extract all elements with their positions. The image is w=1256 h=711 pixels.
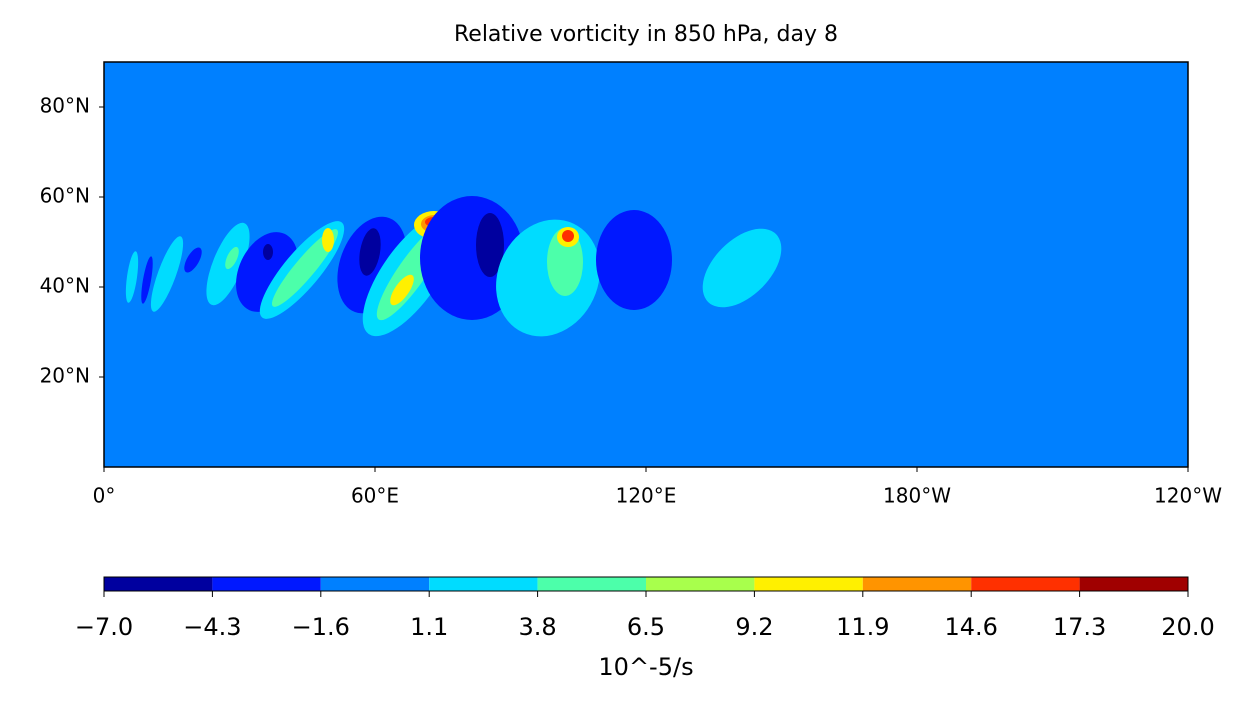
contour-region: [271, 229, 339, 307]
contour-region: [150, 236, 184, 312]
colorbar-frame: [103, 576, 1189, 592]
y-tick-label: 80°N: [40, 94, 90, 118]
colorbar-segment: [1079, 577, 1188, 591]
colorbar-segment: [754, 577, 863, 591]
colorbar-segment: [104, 577, 213, 591]
contour-region: [125, 251, 139, 303]
contour-region: [390, 274, 414, 306]
colorbar-tick-label: 20.0: [1161, 613, 1214, 641]
x-tick-label: 120°E: [616, 484, 677, 508]
contour-region: [322, 228, 334, 252]
colorbar-segment: [212, 577, 321, 591]
y-tick-label: 60°N: [40, 184, 90, 208]
colorbar-tick-label: −4.3: [183, 613, 241, 641]
colorbar-segment: [537, 577, 646, 591]
contour-region: [562, 230, 574, 242]
colorbar-tick-label: 11.9: [836, 613, 889, 641]
contour-region: [702, 228, 782, 308]
colorbar-tick-label: −1.6: [292, 613, 350, 641]
contour-region: [141, 256, 153, 304]
colorbar-segment: [646, 577, 755, 591]
colorbar-tick-label: 14.6: [944, 613, 997, 641]
colorbar-segment: [320, 577, 430, 591]
x-tick-label: 60°E: [351, 484, 399, 508]
colorbar-tick-label: 17.3: [1053, 613, 1106, 641]
contours: [125, 196, 782, 337]
x-tick-label: 120°W: [1154, 484, 1222, 508]
contour-region: [263, 244, 273, 260]
contour-region: [476, 213, 504, 277]
colorbar-tick-label: −7.0: [75, 613, 133, 641]
x-tick-label: 0°: [93, 484, 116, 508]
colorbar-segment: [971, 577, 1080, 591]
colorbar-segment: [862, 577, 972, 591]
colorbar-label: 10^-5/s: [598, 653, 693, 681]
x-tick-label: 180°W: [883, 484, 951, 508]
contour-region: [184, 247, 202, 273]
contour-region: [596, 210, 672, 310]
colorbar-tick-label: 9.2: [735, 613, 773, 641]
chart-title: Relative vorticity in 850 hPa, day 8: [454, 22, 838, 47]
colorbar-tick-label: 3.8: [519, 613, 557, 641]
y-tick-label: 40°N: [40, 274, 90, 298]
contour-region: [225, 246, 239, 270]
colorbar-tick-label: 6.5: [627, 613, 665, 641]
contour-region: [359, 228, 381, 276]
y-tick-label: 20°N: [40, 364, 90, 388]
colorbar-tick-label: 1.1: [410, 613, 448, 641]
colorbar-segment: [429, 577, 538, 591]
